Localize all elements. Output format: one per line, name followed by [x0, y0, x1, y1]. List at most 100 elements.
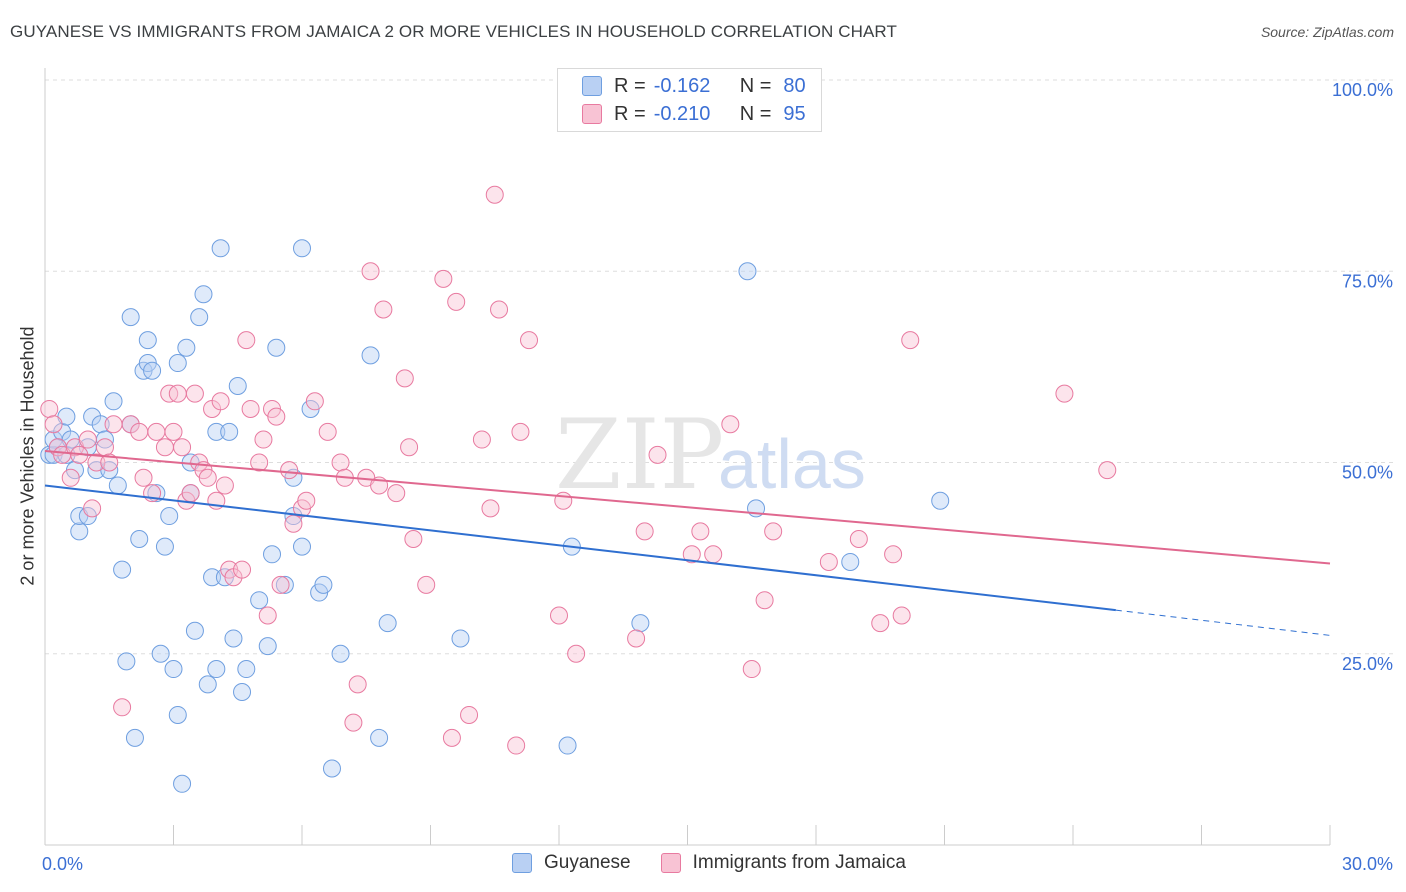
series-swatch-blue	[512, 853, 532, 873]
point-jamaica	[344, 713, 363, 732]
point-guyanese	[113, 560, 132, 579]
point-jamaica	[1098, 461, 1117, 480]
legend-r-label: R =	[614, 102, 646, 125]
point-guyanese	[168, 354, 187, 373]
point-jamaica	[442, 728, 461, 747]
point-jamaica	[237, 331, 256, 350]
point-guyanese	[738, 262, 757, 281]
point-jamaica	[164, 422, 183, 441]
point-guyanese	[70, 522, 89, 541]
point-guyanese	[207, 660, 226, 679]
point-jamaica	[155, 438, 174, 457]
trend-layer	[44, 450, 1331, 636]
point-guyanese	[138, 331, 157, 350]
point-guyanese	[237, 660, 256, 679]
point-jamaica	[130, 422, 149, 441]
point-guyanese	[125, 728, 144, 747]
legend-swatch-pink	[582, 104, 602, 124]
point-jamaica	[147, 422, 166, 441]
point-jamaica	[100, 453, 119, 472]
point-jamaica	[280, 461, 299, 480]
point-jamaica	[550, 606, 568, 625]
legend-n-value: 80	[783, 74, 806, 97]
point-guyanese	[322, 759, 341, 778]
watermark: ZIP atlas	[555, 399, 866, 511]
point-jamaica	[460, 705, 479, 724]
point-guyanese	[931, 491, 950, 510]
point-guyanese	[160, 507, 179, 526]
point-guyanese	[207, 422, 226, 441]
point-jamaica	[318, 422, 337, 441]
point-guyanese	[198, 675, 217, 694]
legend-swatch-blue	[582, 76, 602, 96]
point-guyanese	[117, 652, 136, 671]
point-guyanese	[228, 377, 247, 395]
point-jamaica	[742, 660, 761, 679]
trendline-guyanese-extension	[1115, 609, 1331, 636]
point-guyanese	[293, 537, 311, 556]
correlation-legend: R = -0.162 N = 80 R = -0.210 N = 95	[557, 68, 822, 132]
point-jamaica	[267, 407, 286, 426]
point-guyanese	[194, 285, 213, 304]
point-guyanese	[263, 545, 282, 564]
point-jamaica	[648, 445, 667, 464]
point-jamaica	[241, 399, 260, 418]
y-axis-label: 2 or more Vehicles in Household	[17, 326, 38, 586]
point-jamaica	[892, 606, 911, 625]
point-jamaica	[250, 453, 269, 472]
point-jamaica	[40, 399, 59, 418]
series-legend-jamaica[interactable]: Immigrants from Jamaica	[660, 852, 906, 874]
point-jamaica	[507, 736, 526, 755]
legend-row-guyanese: R = -0.162 N = 80	[582, 73, 806, 99]
series-legend-guyanese[interactable]: Guyanese	[512, 852, 631, 874]
y-tick-label: 50.0%	[1342, 463, 1393, 483]
point-jamaica	[901, 331, 920, 350]
point-jamaica	[78, 430, 97, 449]
point-guyanese	[151, 644, 170, 663]
point-jamaica	[284, 514, 303, 533]
point-jamaica	[173, 438, 192, 457]
point-jamaica	[884, 545, 903, 564]
y-tick-label: 25.0%	[1342, 654, 1393, 674]
point-guyanese	[378, 614, 397, 633]
point-guyanese	[190, 308, 209, 327]
point-jamaica	[755, 591, 774, 610]
tick-label-layer: 25.0% 50.0% 75.0% 100.0% 0.0% 30.0%	[42, 80, 1393, 874]
point-guyanese	[558, 736, 577, 755]
point-jamaica	[168, 384, 187, 403]
point-jamaica	[627, 629, 646, 648]
point-jamaica	[87, 453, 106, 472]
point-guyanese	[361, 346, 380, 365]
point-jamaica	[83, 499, 102, 518]
point-jamaica	[871, 614, 890, 633]
x-tick-label: 30.0%	[1342, 854, 1393, 874]
legend-r-value: -0.162	[653, 74, 711, 97]
point-guyanese	[314, 575, 333, 594]
point-jamaica	[682, 545, 701, 564]
y-tick-label: 75.0%	[1342, 271, 1393, 291]
point-guyanese	[168, 705, 187, 724]
point-guyanese	[451, 629, 470, 648]
point-jamaica	[490, 300, 509, 319]
point-guyanese	[267, 338, 286, 357]
x-tick-label: 0.0%	[42, 854, 83, 874]
point-guyanese	[841, 552, 860, 571]
point-jamaica	[447, 292, 466, 311]
point-jamaica	[348, 675, 367, 694]
point-jamaica	[104, 415, 123, 434]
legend-n-value: 95	[783, 102, 806, 125]
point-guyanese	[173, 774, 192, 793]
point-jamaica	[554, 491, 573, 510]
point-jamaica	[417, 575, 436, 594]
grid-layer	[45, 79, 1393, 655]
chart-source: Source: ZipAtlas.com	[1260, 24, 1394, 40]
point-guyanese	[258, 637, 277, 656]
series-swatch-pink	[660, 853, 681, 873]
point-jamaica	[387, 484, 406, 503]
point-jamaica	[113, 698, 132, 717]
point-jamaica	[215, 476, 234, 495]
point-jamaica	[361, 262, 380, 281]
legend-n-label: N =	[739, 102, 772, 125]
series-label-guyanese: Guyanese	[544, 852, 631, 873]
